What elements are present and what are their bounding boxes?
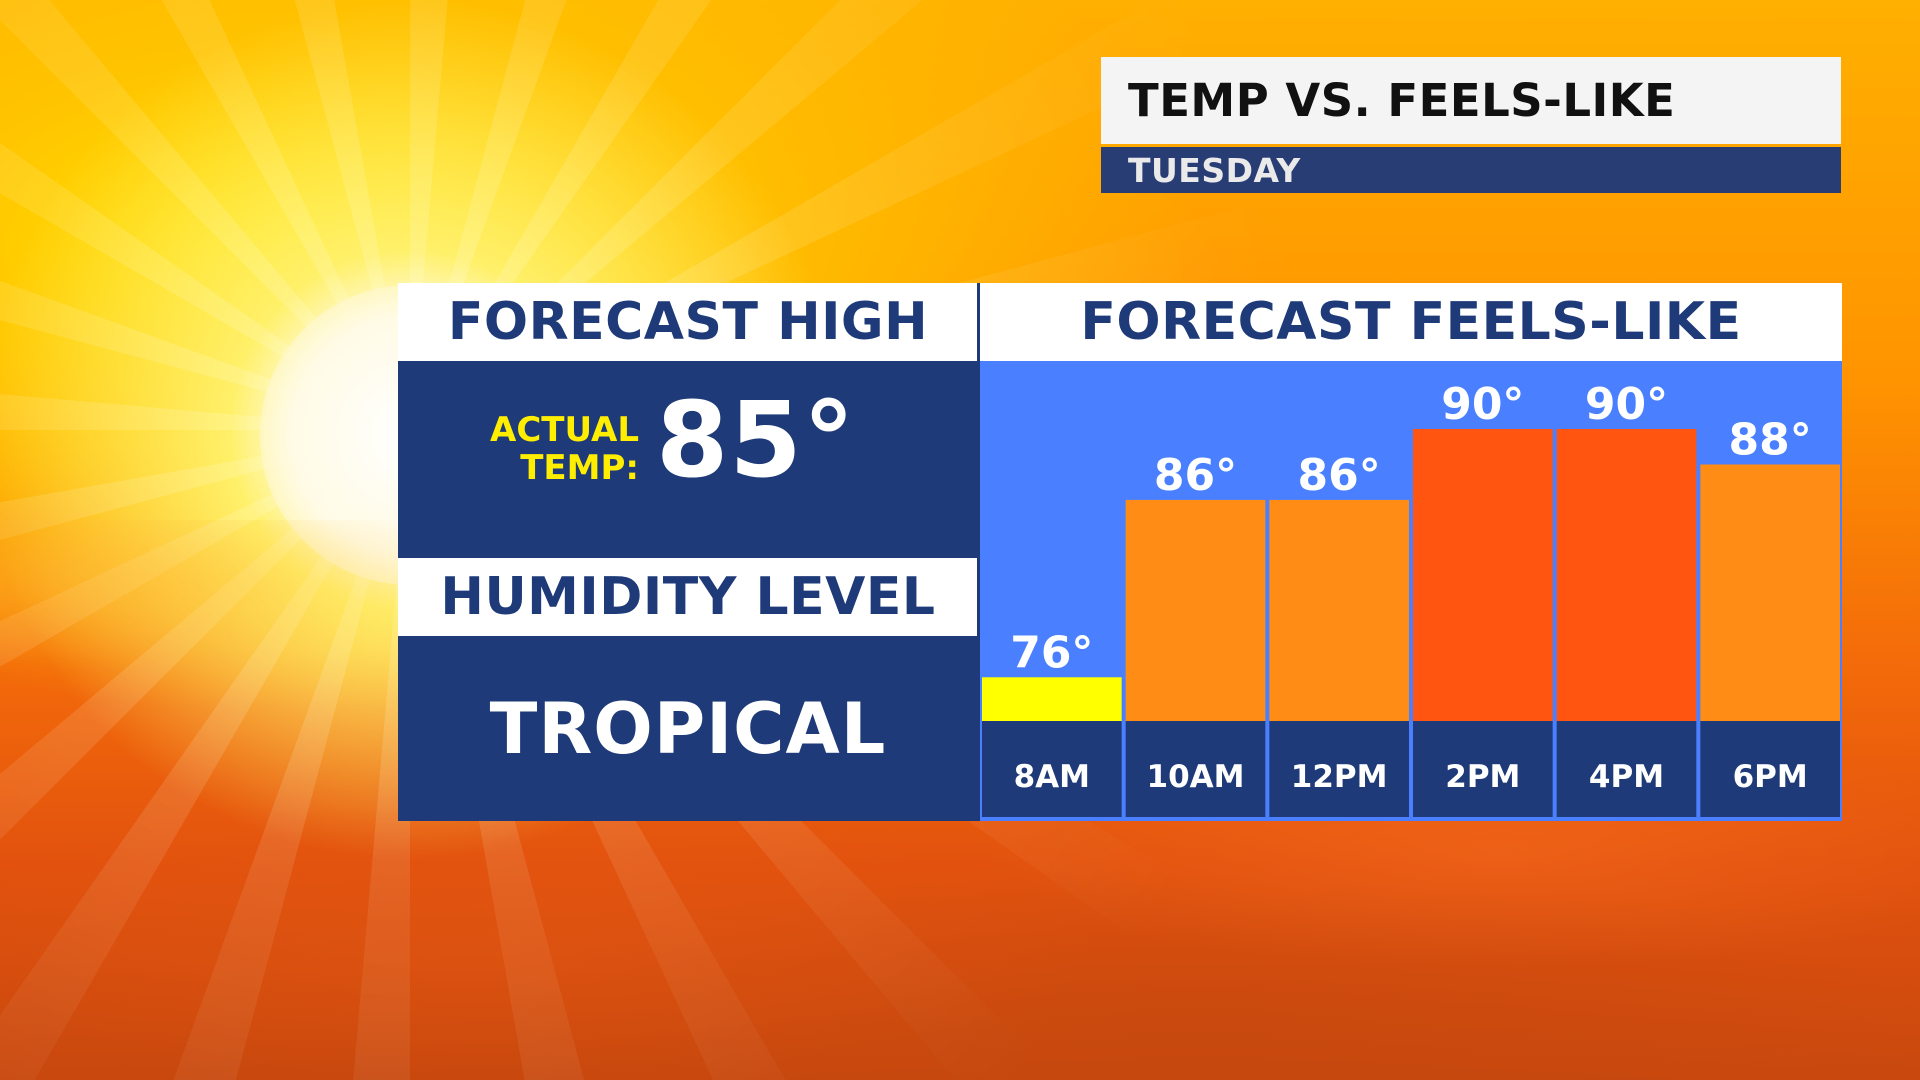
bar-2pm — [1413, 429, 1553, 721]
time-label-box — [1125, 721, 1266, 817]
subtitle-banner: TUESDAY — [1101, 147, 1841, 193]
feels-like-bar-chart: 76° 8AM 86° 10AM 86° 12PM 90° 2PM 90° 4PM 88° 6PM — [982, 379, 1840, 817]
humidity-level-heading: HUMIDITY LEVEL — [440, 567, 936, 627]
humidity-level-panel: TROPICAL — [398, 636, 978, 821]
actual-temp-label: ACTUAL TEMP: — [490, 410, 639, 488]
bar-value-label: 86° — [1154, 450, 1237, 501]
time-label-box — [982, 721, 1122, 817]
time-tick-label: 8AM — [1014, 759, 1090, 795]
time-label-box — [1269, 721, 1409, 817]
time-label-box — [1413, 721, 1553, 817]
time-tick-label: 10AM — [1147, 759, 1245, 795]
forecast-high-panel: ACTUAL TEMP: 85° — [398, 361, 978, 558]
bar-value-label: 90° — [1441, 379, 1524, 430]
bar-value-label: 90° — [1585, 379, 1668, 430]
time-tick-label: 12PM — [1291, 759, 1388, 795]
bar-6pm — [1700, 464, 1840, 721]
title-banner: TEMP VS. FEELS-LIKE — [1101, 57, 1841, 144]
bar-12pm — [1269, 499, 1409, 721]
feels-like-header: FORECAST FEELS-LIKE — [980, 283, 1842, 361]
bar-value-label: 76° — [1010, 627, 1093, 678]
feels-like-heading: FORECAST FEELS-LIKE — [1080, 292, 1742, 352]
humidity-level-header: HUMIDITY LEVEL — [398, 558, 978, 636]
feels-like-chart: 76° 8AM 86° 10AM 86° 12PM 90° 2PM 90° 4PM 88° 6PM — [980, 361, 1842, 821]
day-label: TUESDAY — [1128, 150, 1301, 190]
bar-8am — [982, 677, 1122, 721]
bar-value-label: 88° — [1729, 414, 1812, 465]
time-tick-label: 6PM — [1733, 759, 1808, 795]
time-tick-label: 4PM — [1589, 759, 1664, 795]
humidity-level-value: TROPICAL — [489, 687, 887, 770]
bar-4pm — [1556, 429, 1697, 721]
time-label-box — [1700, 721, 1840, 817]
actual-temp-value: 85° — [656, 379, 856, 501]
forecast-high-heading: FORECAST HIGH — [447, 292, 929, 352]
page-title: TEMP VS. FEELS-LIKE — [1128, 74, 1676, 127]
forecast-high-header: FORECAST HIGH — [398, 283, 978, 361]
bar-10am — [1125, 499, 1266, 721]
time-tick-label: 2PM — [1445, 759, 1520, 795]
panel-divider — [977, 283, 980, 821]
time-label-box — [1556, 721, 1697, 817]
bar-value-label: 86° — [1298, 450, 1381, 501]
